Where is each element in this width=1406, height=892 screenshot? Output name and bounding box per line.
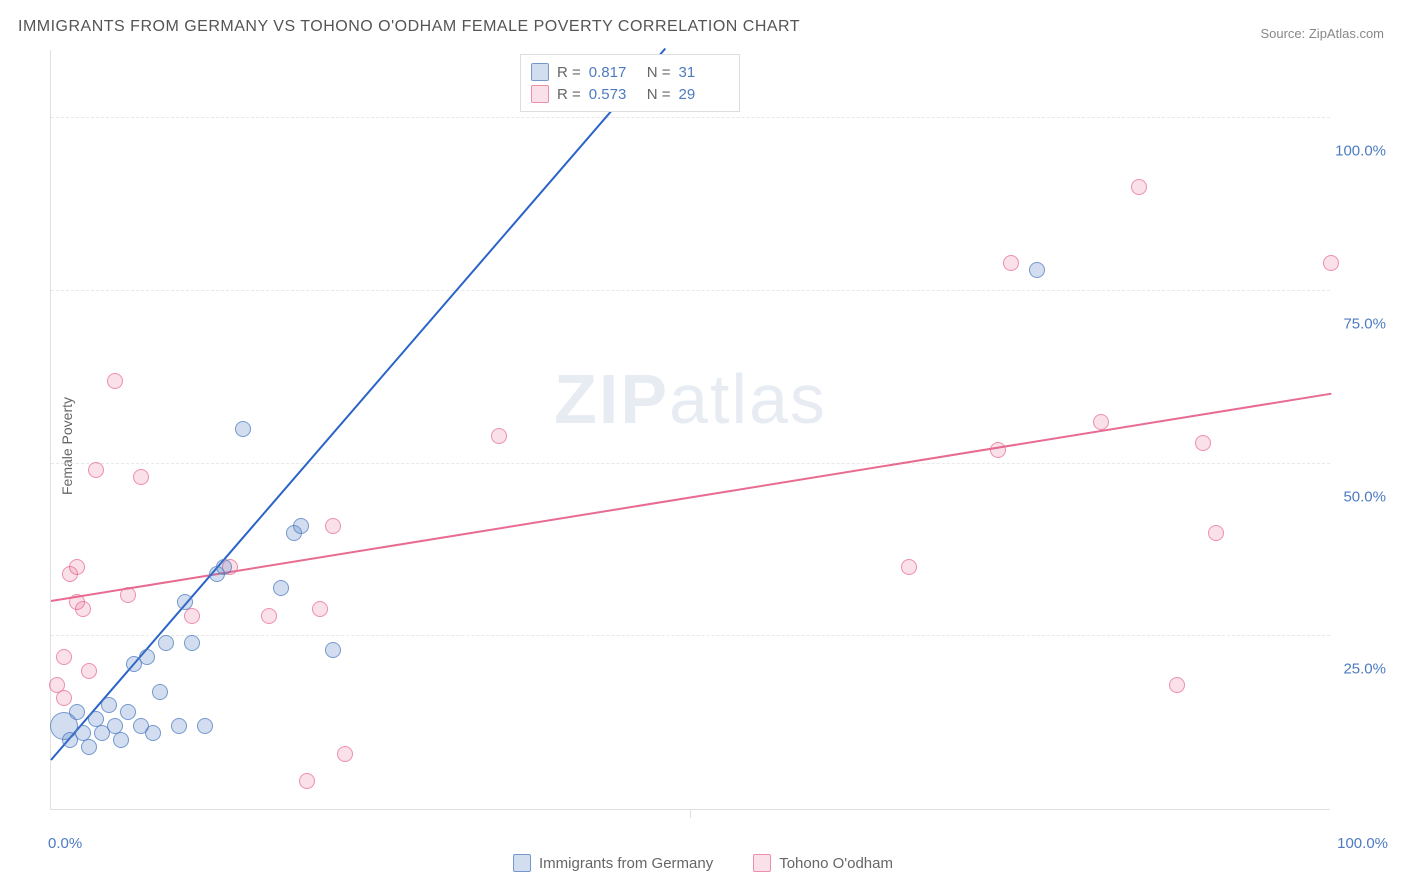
blue-point [145,725,161,741]
legend-swatch [513,854,531,872]
blue-point [273,580,289,596]
pink-point [491,428,507,444]
y-tick-label: 50.0% [1343,488,1386,505]
legend-label: Immigrants from Germany [539,855,713,872]
pink-point [1195,435,1211,451]
pink-point [1169,677,1185,693]
legend-label: Tohono O'odham [779,855,893,872]
x-tick [690,810,691,818]
legend-swatch [753,854,771,872]
pink-point [69,559,85,575]
x-tick-label: 0.0% [48,835,82,852]
blue-point [69,704,85,720]
blue-point [139,649,155,665]
n-label: N = [647,86,671,103]
blue-point [293,518,309,534]
pink-point [337,746,353,762]
gridline [51,463,1330,464]
chart-title: IMMIGRANTS FROM GERMANY VS TOHONO O'ODHA… [18,18,800,36]
blue-point [216,559,232,575]
legend-item: Immigrants from Germany [513,854,713,872]
blue-point [171,718,187,734]
gridline [51,117,1330,118]
pink-point [184,608,200,624]
r-label: R = [557,64,581,81]
legend-row: R = 0.817 N = 31 [531,61,729,83]
pink-point [1323,255,1339,271]
series-legend: Immigrants from Germany Tohono O'odham [513,854,893,872]
n-value: 31 [679,64,729,81]
pink-point [325,518,341,534]
blue-point [158,635,174,651]
blue-point [152,684,168,700]
pink-point [88,462,104,478]
pink-point [299,773,315,789]
plot-area: ZIPatlas [50,50,1330,810]
blue-point [120,704,136,720]
blue-point [197,718,213,734]
pink-point [990,442,1006,458]
pink-point [56,649,72,665]
legend-row: R = 0.573 N = 29 [531,83,729,105]
pink-point [1003,255,1019,271]
blue-point [101,697,117,713]
x-tick-label: 100.0% [1337,835,1388,852]
pink-point [1093,414,1109,430]
y-tick-label: 100.0% [1335,143,1386,160]
y-tick-label: 25.0% [1343,661,1386,678]
y-tick-label: 75.0% [1343,315,1386,332]
n-label: N = [647,64,671,81]
pink-point [261,608,277,624]
blue-point [184,635,200,651]
pink-point [120,587,136,603]
gridline [51,290,1330,291]
pink-point [901,559,917,575]
pink-point [133,469,149,485]
pink-point [81,663,97,679]
n-value: 29 [679,86,729,103]
blue-point [235,421,251,437]
legend-swatch [531,85,549,103]
blue-point [325,642,341,658]
pink-point [75,601,91,617]
gridline [51,635,1330,636]
r-label: R = [557,86,581,103]
r-value: 0.817 [589,64,639,81]
blue-point [1029,262,1045,278]
legend-item: Tohono O'odham [753,854,893,872]
correlation-legend: R = 0.817 N = 31 R = 0.573 N = 29 [520,54,740,112]
legend-swatch [531,63,549,81]
blue-point [177,594,193,610]
blue-point [81,739,97,755]
pink-point [312,601,328,617]
pink-point [1131,179,1147,195]
watermark: ZIPatlas [554,359,827,439]
source-label: Source: ZipAtlas.com [1260,26,1384,41]
r-value: 0.573 [589,86,639,103]
blue-point [113,732,129,748]
pink-point [107,373,123,389]
pink-point [56,690,72,706]
pink-point [1208,525,1224,541]
